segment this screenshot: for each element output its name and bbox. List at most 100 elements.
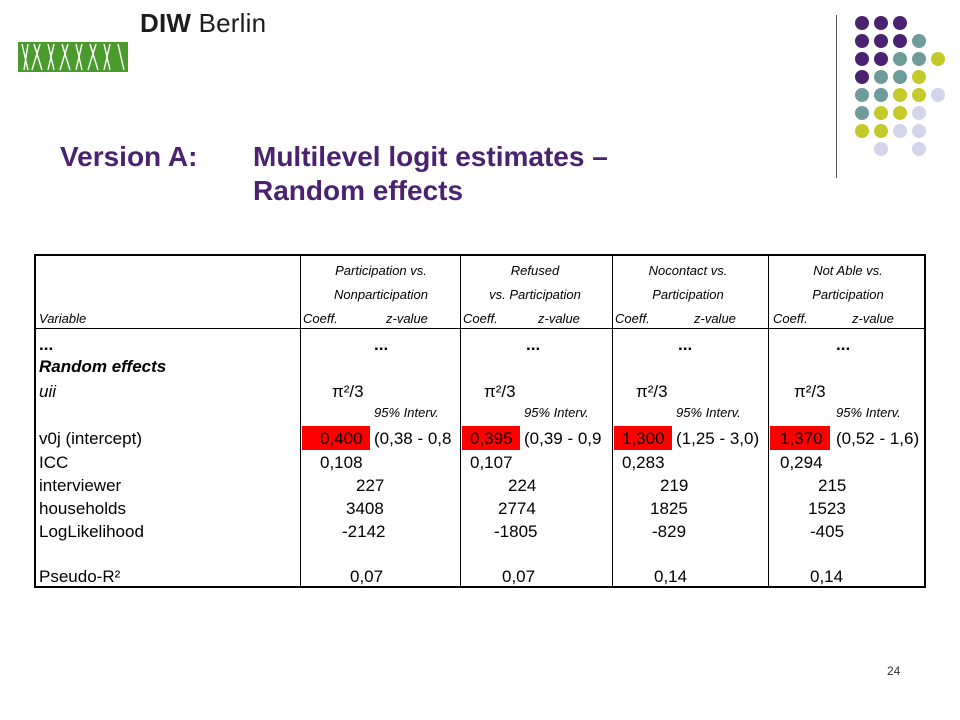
dot-icon: [874, 124, 888, 138]
icc-cell: 0,107: [470, 453, 513, 472]
icc-cell: 0,108: [320, 453, 363, 472]
dot-icon: [912, 88, 926, 102]
row-label-uii: uii: [39, 382, 57, 401]
dot-icon: [912, 106, 926, 120]
highlight-cell: [614, 426, 672, 450]
dot-icon: [912, 142, 926, 156]
uii-cell: π²/3: [636, 382, 668, 401]
dot-icon: [893, 70, 907, 84]
interviewer-cell: 224: [508, 476, 537, 495]
column-header-line2: vs. Participation: [489, 287, 581, 302]
column-header-line2: Nonparticipation: [334, 287, 428, 302]
column-divider: [300, 256, 301, 586]
dots-cell: ...: [678, 335, 693, 354]
uii-cell: π²/3: [484, 382, 516, 401]
dot-icon: [874, 142, 888, 156]
row-label-v0j: v0j (intercept): [39, 429, 142, 448]
pseudo-r2-cell: 0,14: [810, 567, 844, 586]
v0j-coeff-cell: 0,395: [470, 429, 513, 448]
column-header-line2: Participation: [652, 287, 724, 302]
dot-icon: [893, 124, 907, 138]
v0j-interval-cell: (0,52 - 1,6): [836, 429, 920, 448]
icc-cell: 0,283: [622, 453, 665, 472]
dot-icon: [874, 88, 888, 102]
interval-label: 95% Interv.: [524, 405, 589, 420]
slide-title-line2: Random effects: [253, 175, 464, 206]
dot-icon: [855, 70, 869, 84]
households-cell: 3408: [346, 499, 384, 518]
coeff-header: Coeff.: [773, 311, 808, 326]
loglik-cell: -2142: [342, 522, 386, 541]
row-label-interviewer: interviewer: [39, 476, 122, 495]
dot-icon: [912, 34, 926, 48]
dot-icon: [874, 34, 888, 48]
zvalue-header: z-value: [852, 311, 894, 326]
dot-icon: [855, 34, 869, 48]
column-header-line1: Not Able vs.: [813, 263, 883, 278]
icc-cell: 0,294: [780, 453, 823, 472]
dot-icon: [874, 106, 888, 120]
v0j-interval-cell: (1,25 - 3,0): [676, 429, 760, 448]
zvalue-header: z-value: [694, 311, 736, 326]
column-divider: [612, 256, 613, 586]
results-table: Participation vs. Nonparticipation Refus…: [34, 254, 926, 588]
column-header-line2: Participation: [812, 287, 884, 302]
column-header-line1: Participation vs.: [335, 263, 427, 278]
coeff-header: Coeff.: [615, 311, 650, 326]
logo-brand-bold: DIW: [140, 8, 192, 38]
highlight-cell: [462, 426, 520, 450]
dots-cell: ...: [374, 335, 389, 354]
header-rule: [36, 328, 924, 329]
column-divider: [768, 256, 769, 586]
column-header-line1: Refused: [510, 263, 560, 278]
loglik-cell: -405: [810, 522, 845, 541]
dot-icon: [893, 106, 907, 120]
dot-icon: [855, 88, 869, 102]
row-label-icc: ICC: [39, 453, 69, 472]
header-divider: [836, 15, 837, 178]
interviewer-cell: 227: [356, 476, 385, 495]
uii-cell: π²/3: [332, 382, 364, 401]
slide-number: 24: [887, 664, 901, 678]
slide-title-line1: Multilevel logit estimates –: [253, 141, 608, 172]
interval-label: 95% Interv.: [836, 405, 901, 420]
dot-icon: [893, 52, 907, 66]
row-label-dots: ...: [39, 335, 54, 354]
slide-title-prefix: Version A:: [60, 141, 198, 172]
row-label-random-effects: Random effects: [39, 357, 167, 376]
dot-icon: [874, 16, 888, 30]
interviewer-cell: 215: [818, 476, 847, 495]
row-label-households: households: [39, 499, 126, 518]
dot-icon: [893, 16, 907, 30]
logo-wordmark: DIW Berlin: [140, 8, 266, 39]
slide-title: Multilevel logit estimates – Random effe…: [253, 140, 608, 208]
column-header-line1: Nocontact vs.: [648, 263, 728, 278]
zvalue-header: z-value: [386, 311, 428, 326]
interval-label: 95% Interv.: [374, 405, 439, 420]
households-cell: 2774: [498, 499, 536, 518]
zvalue-header: z-value: [538, 311, 580, 326]
v0j-coeff-cell: 0,400: [320, 429, 363, 448]
dot-icon: [912, 124, 926, 138]
pseudo-r2-cell: 0,14: [654, 567, 688, 586]
dot-icon: [893, 88, 907, 102]
dot-icon: [855, 106, 869, 120]
dot-icon: [874, 70, 888, 84]
pseudo-r2-cell: 0,07: [350, 567, 384, 586]
coeff-header: Coeff.: [463, 311, 498, 326]
dot-icon: [855, 16, 869, 30]
coeff-header: Coeff.: [303, 311, 338, 326]
logo-graphic: [18, 42, 128, 72]
v0j-coeff-cell: 1,300: [622, 429, 665, 448]
dot-icon: [855, 52, 869, 66]
dot-icon: [855, 124, 869, 138]
dot-icon: [874, 52, 888, 66]
households-cell: 1523: [808, 499, 846, 518]
v0j-interval-cell: (0,39 - 0,9: [524, 429, 602, 448]
loglik-cell: -1805: [494, 522, 538, 541]
highlight-cell: [302, 426, 370, 450]
dot-icon: [931, 52, 945, 66]
dots-cell: ...: [836, 335, 851, 354]
dot-icon: [912, 70, 926, 84]
interval-label: 95% Interv.: [676, 405, 741, 420]
